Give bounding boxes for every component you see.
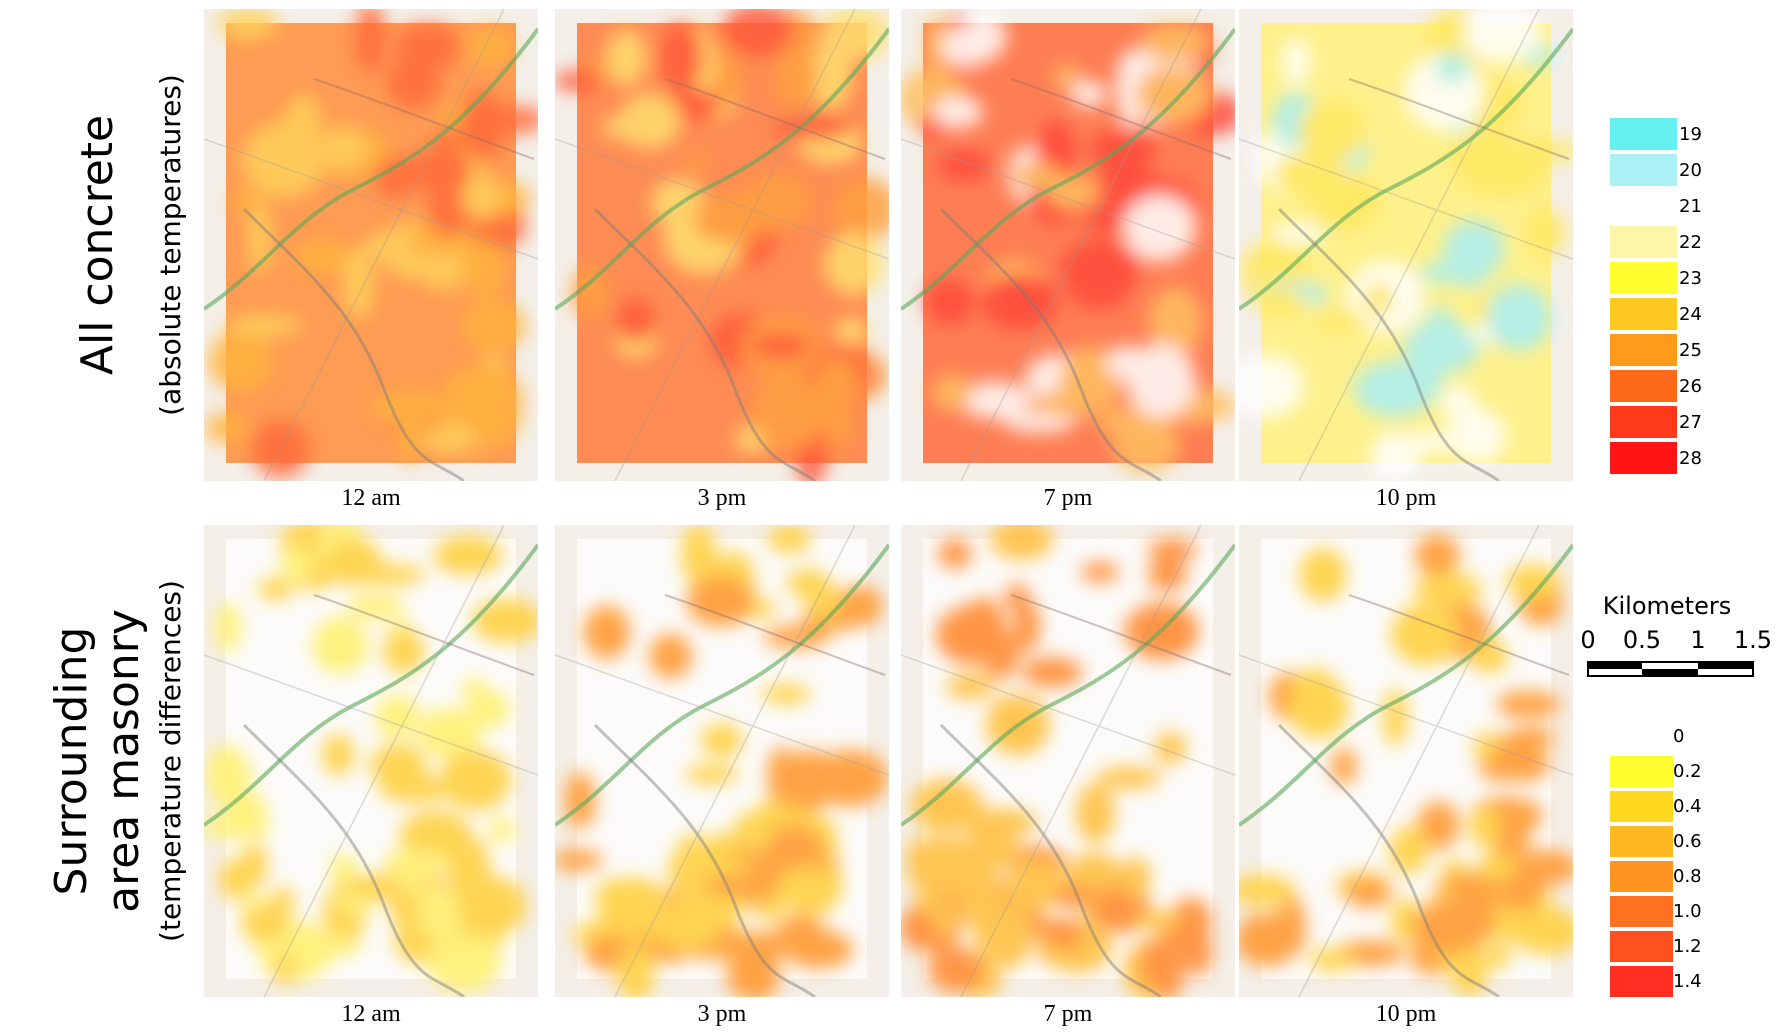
scale-label: 1.5 (1734, 626, 1772, 654)
scale-label: 0.5 (1623, 626, 1661, 654)
map-panel (1229, 525, 1582, 997)
row-title: area masonry (98, 609, 149, 913)
legend-label: 21 (1679, 196, 1702, 217)
legend-swatch (1610, 262, 1677, 294)
panel-caption: 3 pm (698, 1001, 747, 1027)
row-subtitle: (temperature differences) (154, 580, 187, 942)
map-panel (1226, 2, 1584, 482)
legend-swatch (1610, 154, 1677, 186)
legend-swatch (1610, 334, 1677, 366)
panel-caption: 12 am (341, 485, 401, 511)
scale-label: 1 (1690, 626, 1705, 654)
panel-caption: 10 pm (1376, 1001, 1437, 1027)
map-panel (898, 9, 1242, 481)
legend-label: 28 (1679, 448, 1702, 469)
legend-top: 19 20 21 22 23 24 25 26 27 28 (1610, 118, 1702, 474)
panel-caption: 3 pm (698, 485, 747, 511)
panel-caption: 7 pm (1044, 485, 1093, 511)
panel-caption: 10 pm (1376, 485, 1437, 511)
legend-label: 27 (1679, 412, 1702, 433)
map-panel (204, 2, 546, 481)
legend-label: 0 (1673, 726, 1684, 747)
row-title: All concrete (72, 115, 123, 375)
panel-caption: 7 pm (1044, 1001, 1093, 1027)
map-panel (199, 517, 542, 997)
legend-label: 19 (1679, 124, 1702, 145)
panel-caption: 12 am (341, 1001, 401, 1027)
scale-title: Kilometers (1603, 592, 1731, 620)
scale-bar: Kilometers 0 0.5 1 1.5 (1580, 592, 1772, 676)
legend-swatch (1610, 861, 1673, 892)
figure: All concrete (absolute temperatures) 12 am… (0, 0, 1777, 1032)
map-panel (899, 519, 1235, 1001)
legend-label: 25 (1679, 340, 1702, 361)
legend-bottom: 0 0.2 0.4 0.6 0.8 1.0 1.2 1.4 (1610, 726, 1702, 997)
legend-label: 26 (1679, 376, 1702, 397)
legend-swatch (1610, 756, 1673, 787)
legend-label: 24 (1679, 304, 1702, 325)
legend-swatch (1610, 826, 1673, 857)
legend-swatch (1610, 442, 1677, 474)
map-panel (551, 523, 889, 1002)
legend-swatch (1610, 370, 1677, 402)
legend-swatch (1610, 966, 1673, 997)
map-panel (553, 3, 897, 487)
legend-label: 1.0 (1673, 901, 1702, 922)
scale-label: 0 (1580, 626, 1595, 654)
legend-swatch (1610, 298, 1677, 330)
legend-swatch (1610, 896, 1673, 927)
legend-label: 1.2 (1673, 936, 1702, 957)
legend-swatch (1610, 118, 1677, 150)
legend-label: 0.6 (1673, 831, 1702, 852)
legend-label: 20 (1679, 160, 1702, 181)
legend-swatch (1610, 791, 1673, 822)
row-title: Surrounding (46, 627, 97, 896)
legend-swatch (1610, 226, 1677, 258)
legend-label: 0.2 (1673, 761, 1702, 782)
legend-label: 1.4 (1673, 971, 1702, 992)
legend-swatch (1610, 190, 1677, 222)
legend-swatch (1610, 406, 1677, 438)
legend-label: 22 (1679, 232, 1702, 253)
legend-label: 0.8 (1673, 866, 1702, 887)
legend-swatch (1610, 931, 1673, 962)
legend-label: 23 (1679, 268, 1702, 289)
row-subtitle: (absolute temperatures) (154, 74, 187, 416)
legend-label: 0.4 (1673, 796, 1702, 817)
